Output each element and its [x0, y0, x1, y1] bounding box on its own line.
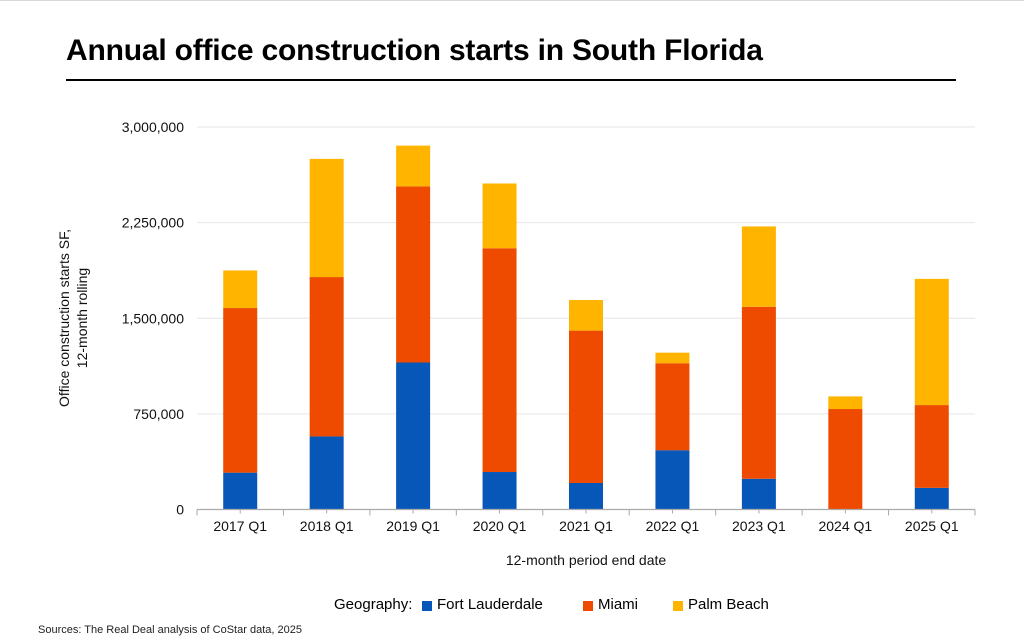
y-tick-label: 2,250,000	[122, 215, 184, 231]
source-note: Sources: The Real Deal analysis of CoSta…	[38, 624, 302, 636]
legend-label-palm-beach: Palm Beach	[688, 596, 769, 613]
y-axis-label-line1: Office construction starts SF,	[56, 229, 72, 407]
legend-label-miami: Miami	[598, 596, 638, 613]
x-tick-label: 2023 Q1	[732, 518, 786, 534]
bar-palm-beach-2017-q1	[223, 270, 258, 309]
bar-fort-lauderdale-2018-q1	[309, 436, 344, 510]
bar-miami-2023-q1	[741, 306, 776, 479]
x-tick-label: 2017 Q1	[213, 518, 267, 534]
chart-title: Annual office construction starts in Sou…	[66, 34, 763, 67]
bar-miami-2022-q1	[655, 363, 690, 451]
bar-fort-lauderdale-2022-q1	[655, 450, 690, 510]
bar-palm-beach-2025-q1	[914, 278, 949, 406]
bar-palm-beach-2023-q1	[741, 226, 776, 307]
legend-swatch-miami	[583, 601, 593, 611]
y-axis-label-line2: 12-month rolling	[74, 268, 90, 368]
bar-miami-2025-q1	[914, 405, 949, 488]
bar-miami-2024-q1	[828, 409, 863, 510]
bar-fort-lauderdale-2023-q1	[741, 478, 776, 510]
y-tick-label: 750,000	[133, 406, 184, 422]
legend-swatch-fort-lauderdale	[422, 601, 432, 611]
bar-palm-beach-2024-q1	[828, 396, 863, 410]
x-tick-label: 2022 Q1	[646, 518, 700, 534]
bar-palm-beach-2021-q1	[569, 300, 603, 331]
y-tick-label: 3,000,000	[122, 119, 184, 135]
x-tick-label: 2020 Q1	[473, 518, 527, 534]
legend-title: Geography:	[334, 596, 413, 613]
x-tick-label: 2019 Q1	[386, 518, 440, 534]
bar-fort-lauderdale-2025-q1	[914, 487, 949, 510]
bar-miami-2017-q1	[223, 308, 258, 473]
bar-palm-beach-2019-q1	[396, 145, 431, 187]
bar-miami-2018-q1	[309, 277, 344, 437]
bar-miami-2019-q1	[396, 186, 431, 363]
legend-swatch-palm-beach	[673, 601, 683, 611]
legend-label-fort-lauderdale: Fort Lauderdale	[437, 596, 543, 613]
x-axis-label: 12-month period end date	[506, 552, 667, 568]
bar-palm-beach-2022-q1	[655, 352, 690, 364]
bar-miami-2021-q1	[569, 330, 603, 483]
x-tick-label: 2018 Q1	[300, 518, 354, 534]
x-tick-label: 2025 Q1	[905, 518, 959, 534]
bar-miami-2020-q1	[482, 248, 517, 473]
bar-palm-beach-2018-q1	[309, 158, 344, 278]
bar-fort-lauderdale-2021-q1	[569, 482, 603, 510]
title-rule	[66, 79, 956, 81]
y-tick-label: 0	[176, 502, 184, 518]
y-tick-label: 1,500,000	[122, 310, 184, 326]
bar-palm-beach-2020-q1	[482, 183, 517, 249]
x-tick-label: 2021 Q1	[559, 518, 613, 534]
top-border	[0, 0, 1024, 1]
bar-fort-lauderdale-2017-q1	[223, 472, 258, 510]
bar-fort-lauderdale-2019-q1	[396, 362, 431, 510]
x-tick-label: 2024 Q1	[818, 518, 872, 534]
bar-fort-lauderdale-2020-q1	[482, 472, 517, 510]
